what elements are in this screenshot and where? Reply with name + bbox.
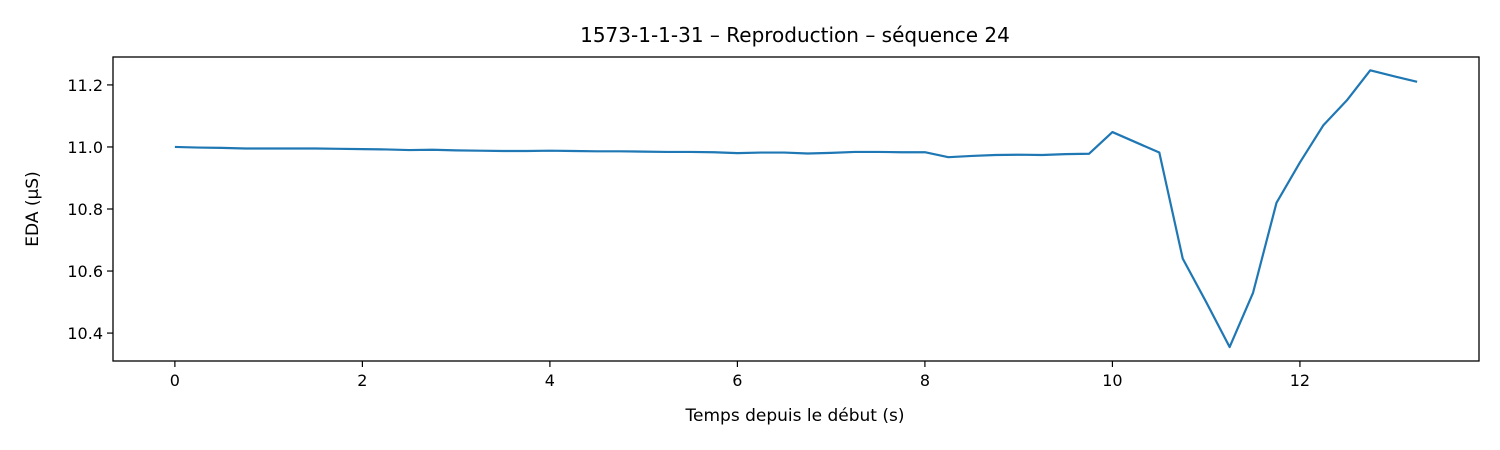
x-axis: 0 2 4 6 8 10 12 (170, 361, 1310, 390)
y-tick-label: 10.8 (67, 200, 103, 219)
series-line-0 (174, 69, 1418, 349)
chart-title: 1573-1-1-31 – Reproduction – séquence 24 (580, 23, 1010, 47)
x-tick-label: 6 (732, 371, 742, 390)
x-tick-label: 2 (357, 371, 367, 390)
plot-frame (112, 56, 1480, 362)
x-tick-label: 12 (1290, 371, 1310, 390)
x-tick-label: 4 (545, 371, 555, 390)
y-tick-label: 10.6 (67, 262, 103, 281)
x-tick-label: 0 (170, 371, 180, 390)
y-tick-label: 10.4 (67, 324, 103, 343)
y-tick-label: 11.0 (67, 138, 103, 157)
x-tick-label: 10 (1102, 371, 1122, 390)
y-axis: 10.4 10.6 10.8 11.0 11.2 (67, 76, 113, 343)
y-tick-label: 11.2 (67, 76, 103, 95)
y-axis-label: EDA (µS) (23, 171, 43, 246)
x-axis-label: Temps depuis le début (s) (685, 406, 905, 426)
x-tick-label: 8 (920, 371, 930, 390)
plot-area (174, 69, 1418, 349)
